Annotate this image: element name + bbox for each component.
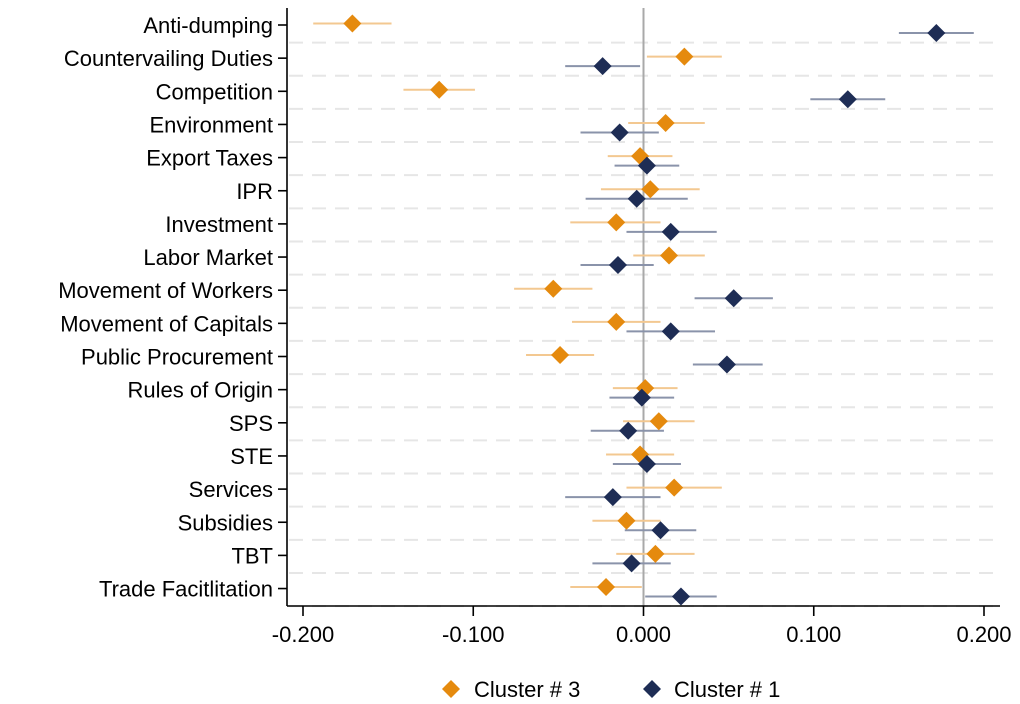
point-marker [430, 80, 449, 99]
legend: Cluster # 3 Cluster # 1 [442, 677, 780, 702]
point-marker [641, 180, 660, 199]
legend-label: Cluster # 1 [674, 677, 780, 702]
point-marker [607, 312, 626, 331]
point-marker [597, 578, 616, 597]
x-tick-label: 0.200 [956, 622, 1011, 647]
y-tick-label: IPR [236, 179, 273, 204]
point-marker [637, 454, 656, 473]
y-tick-label: Environment [149, 112, 273, 137]
point-marker [627, 189, 646, 208]
x-tick-label: -0.100 [442, 622, 504, 647]
point-marker [646, 544, 665, 563]
y-tick-label: Labor Market [143, 245, 273, 270]
point-marker [717, 355, 736, 374]
x-tick-label: 0.100 [786, 622, 841, 647]
point-marker [661, 322, 680, 341]
y-tick-label: Subsidies [178, 510, 273, 535]
point-marker [724, 289, 743, 308]
y-tick-label: SPS [229, 411, 273, 436]
point-marker [607, 213, 626, 232]
point-marker [671, 587, 690, 606]
y-tick-label: Anti-dumping [143, 13, 273, 38]
point-marker [622, 554, 641, 573]
y-tick-label: Movement of Capitals [60, 311, 273, 336]
point-marker [675, 47, 694, 66]
point-marker [665, 478, 684, 497]
x-tick-label: -0.200 [272, 622, 334, 647]
y-tick-label: TBT [231, 543, 273, 568]
point-marker [632, 388, 651, 407]
y-tick-label: Investment [165, 212, 273, 237]
y-tick-label: Export Taxes [146, 146, 273, 171]
y-tick-label: Rules of Origin [127, 378, 273, 403]
y-tick-label: Countervailing Duties [64, 46, 273, 71]
legend-marker [643, 680, 661, 698]
y-tick-label: Competition [156, 79, 273, 104]
y-tick-label: STE [230, 444, 273, 469]
point-marker [544, 279, 563, 298]
legend-marker [442, 680, 460, 698]
point-marker [637, 156, 656, 175]
marker-layer [343, 14, 946, 606]
axis-layer: Anti-dumping Countervailing Duties Competi… [58, 8, 1012, 647]
point-marker [619, 421, 638, 440]
point-marker [603, 488, 622, 507]
point-marker [656, 113, 675, 132]
point-marker [593, 57, 612, 76]
point-marker [927, 24, 946, 42]
point-marker [551, 346, 570, 364]
point-marker [660, 246, 679, 265]
point-marker [661, 222, 680, 241]
point-marker [838, 90, 857, 109]
point-marker [343, 14, 362, 33]
y-tick-label: Services [189, 477, 273, 502]
y-tick-label: Trade Facitlitation [99, 577, 273, 602]
point-marker [617, 511, 636, 530]
y-tick-label: Movement of Workers [58, 278, 273, 303]
point-marker [651, 521, 670, 540]
x-tick-label: 0.000 [616, 622, 671, 647]
point-marker [649, 412, 668, 431]
point-marker [608, 256, 627, 275]
y-tick-label: Public Procurement [81, 345, 273, 370]
legend-label: Cluster # 3 [474, 677, 580, 702]
point-marker [610, 123, 629, 142]
